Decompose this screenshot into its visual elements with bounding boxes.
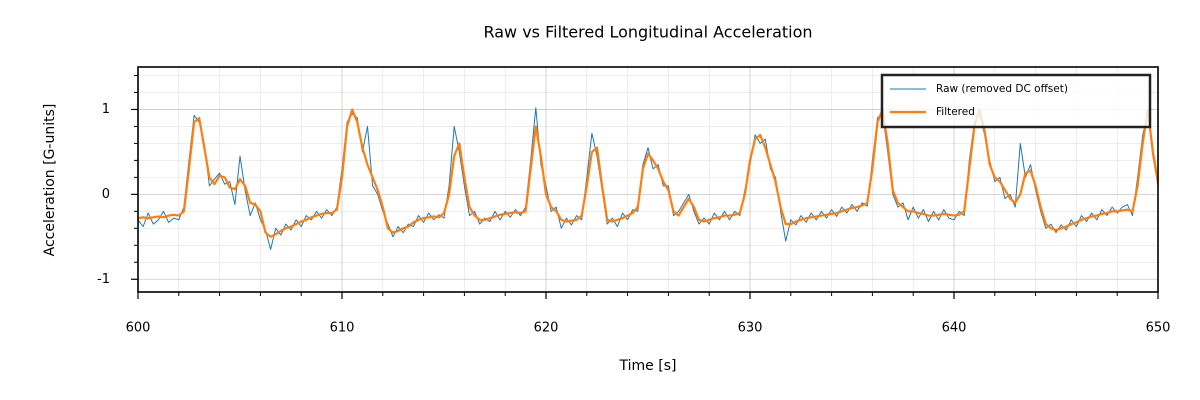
x-tick-label: 610	[330, 321, 355, 336]
x-tick-label: 630	[738, 321, 763, 336]
legend-label: Filtered	[936, 106, 975, 118]
y-tick-label: 1	[102, 102, 110, 117]
y-axis-label: Acceleration [G-units]	[42, 104, 58, 257]
legend-box	[880, 73, 1152, 129]
y-tick-label: 0	[102, 187, 110, 202]
x-tick-label: 640	[942, 321, 967, 336]
x-tick-label: 620	[534, 321, 559, 336]
plot-frame	[137, 66, 1159, 293]
x-tick-label: 650	[1146, 321, 1171, 336]
series-line	[137, 108, 1160, 238]
y-tick-label: -1	[97, 272, 110, 287]
x-axis-label: Time [s]	[619, 358, 677, 374]
legend-label: Raw (removed DC offset)	[936, 83, 1068, 95]
chart-title: Raw vs Filtered Longitudinal Acceleratio…	[483, 23, 812, 42]
x-tick-label: 600	[126, 321, 151, 336]
